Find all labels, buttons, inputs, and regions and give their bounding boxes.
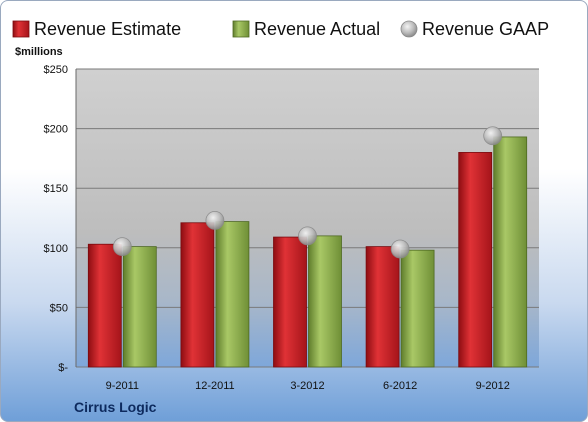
y-tick-label: $100 (44, 243, 68, 255)
unit-label: $millions (15, 46, 63, 58)
bar-revenue-actual (400, 249, 435, 368)
legend-swatch (400, 20, 418, 38)
bar-revenue-estimate (180, 222, 215, 368)
legend-swatch (12, 20, 30, 38)
x-tick-label: 3-2012 (290, 380, 324, 392)
marker-revenue-gaap (483, 126, 503, 146)
marker-revenue-gaap (205, 210, 225, 230)
y-tick-label: $- (58, 362, 68, 374)
legend-label: Revenue GAAP (422, 19, 549, 39)
legend: Revenue Estimate Revenue Actual Revenue GA… (12, 19, 549, 39)
marker-revenue-gaap (390, 239, 410, 259)
bar-revenue-actual (122, 246, 157, 368)
y-tick-label: $150 (44, 183, 68, 195)
y-tick-label: $250 (44, 64, 68, 76)
marker-revenue-gaap (298, 226, 317, 246)
x-axis: 9-2011 12-2011 3-2012 6-2012 9-2012 (106, 380, 510, 392)
company-name: Cirrus Logic (74, 399, 157, 415)
legend-swatch (232, 20, 250, 38)
y-tick-label: $200 (44, 124, 68, 136)
marker-revenue-gaap (112, 237, 132, 257)
y-axis: $- $50 $100 $150 $200 $250 (44, 64, 77, 374)
gaap-markers (112, 126, 503, 259)
bar-revenue-actual (308, 235, 342, 368)
legend-label: Revenue Estimate (34, 19, 181, 39)
x-tick-label: 9-2011 (106, 380, 139, 392)
y-tick-label: $50 (50, 302, 68, 314)
bar-revenue-estimate (458, 152, 493, 368)
bars (87, 136, 528, 368)
legend-label: Revenue Actual (254, 19, 380, 39)
x-tick-label: 6-2012 (383, 380, 417, 392)
x-tick-label: 9-2012 (476, 380, 510, 392)
bar-revenue-estimate (87, 243, 122, 368)
bar-revenue-estimate (365, 246, 400, 368)
bar-revenue-actual (493, 136, 528, 368)
x-tick-label: 12-2011 (195, 380, 235, 392)
bar-revenue-actual (215, 221, 250, 368)
bar-revenue-estimate (273, 236, 307, 368)
